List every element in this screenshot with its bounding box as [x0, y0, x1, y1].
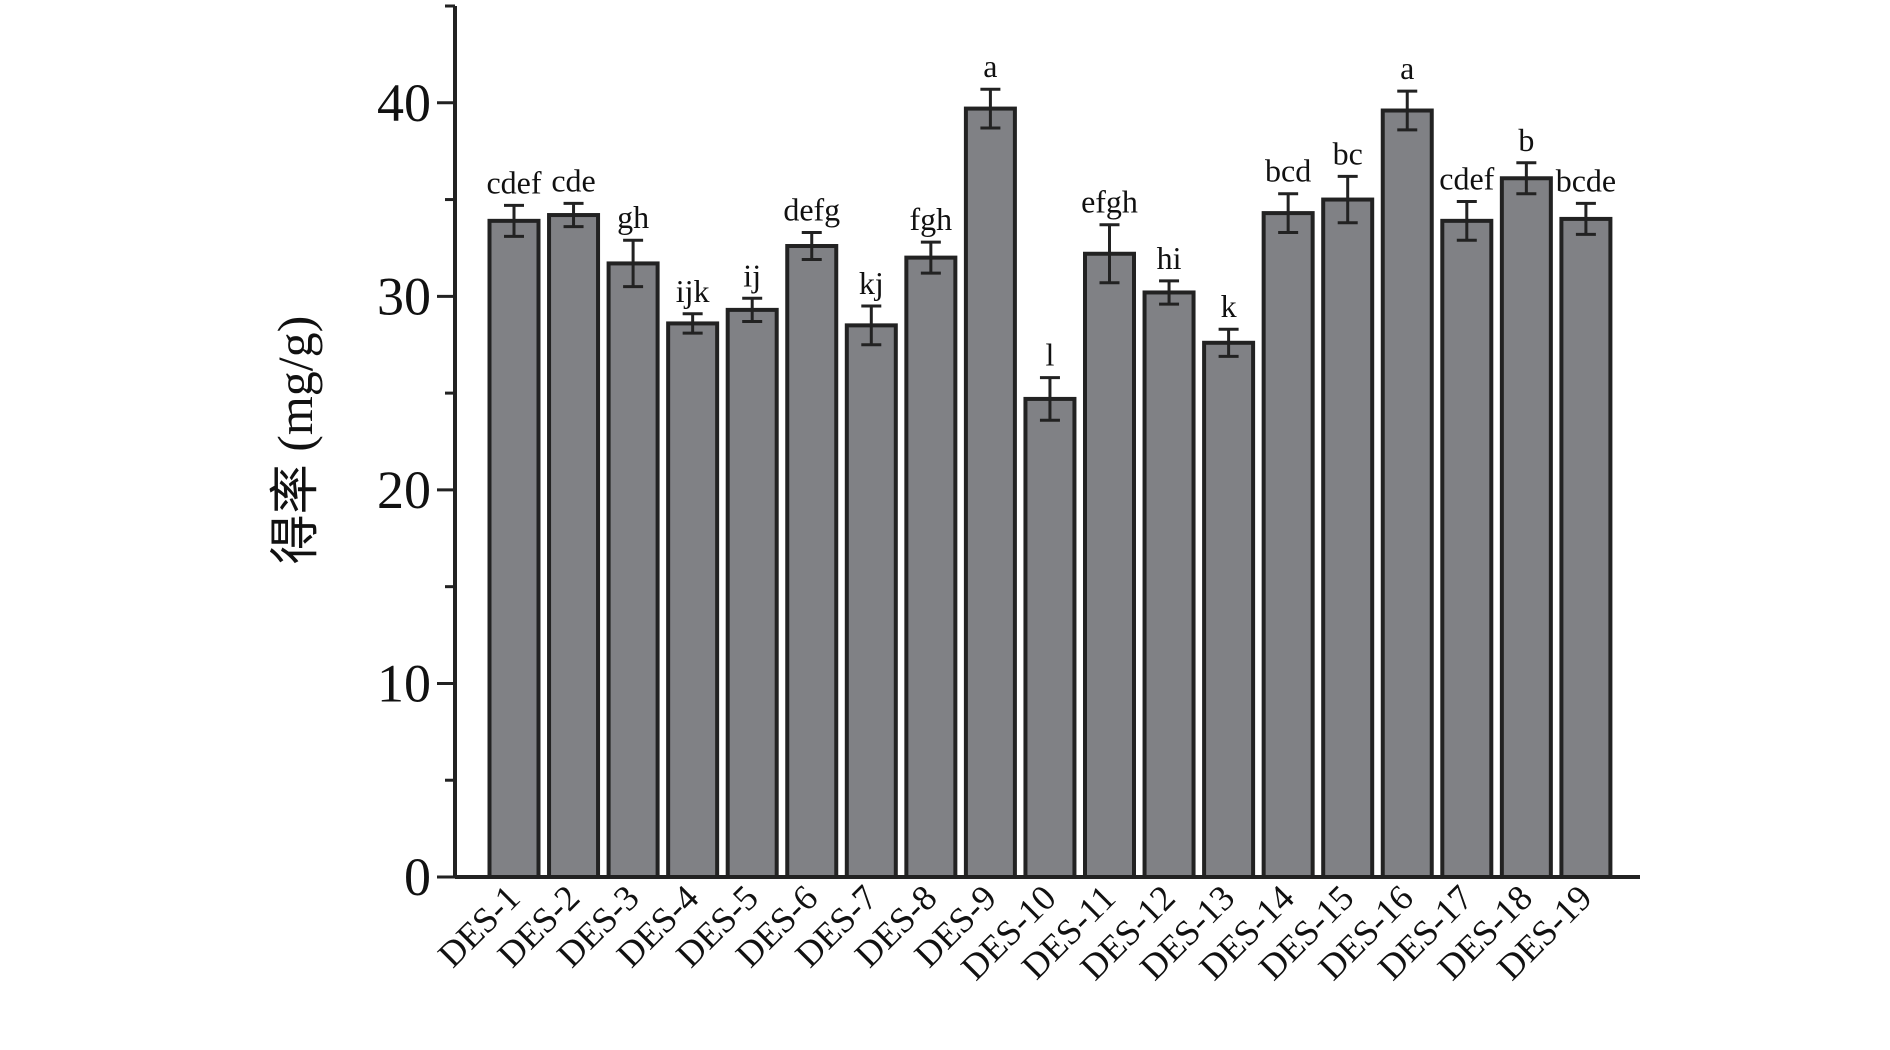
- bar-des-3: [606, 261, 660, 879]
- bar-des-11: [1083, 251, 1136, 880]
- y-tick-label: 10: [377, 653, 431, 713]
- significance-label-des-12: hi: [1157, 240, 1182, 276]
- bar-des-19: [1559, 216, 1613, 879]
- significance-label-des-7: kj: [859, 265, 884, 301]
- y-tick-label: 30: [377, 266, 431, 326]
- bar-des-15: [1321, 197, 1375, 880]
- significance-label-des-13: k: [1221, 288, 1237, 324]
- significance-label-des-14: bcd: [1265, 153, 1311, 189]
- significance-label-des-3: gh: [617, 199, 649, 235]
- significance-label-des-2: cde: [551, 162, 595, 198]
- bar-des-12: [1142, 290, 1196, 879]
- bar-des-7: [844, 323, 898, 880]
- significance-label-des-8: fgh: [910, 201, 953, 237]
- bar-des-6: [785, 244, 839, 879]
- y-tick-label: 40: [377, 73, 431, 133]
- bar-des-18: [1499, 176, 1553, 879]
- bar-des-13: [1202, 340, 1256, 879]
- bar-des-9: [963, 106, 1017, 879]
- significance-label-des-16: a: [1400, 50, 1414, 86]
- bar-des-17: [1440, 218, 1494, 879]
- bar-des-16: [1380, 108, 1434, 879]
- y-tick-label: 20: [377, 460, 431, 520]
- significance-label-des-9: a: [983, 48, 997, 84]
- bar-des-4: [666, 321, 720, 880]
- significance-label-des-18: b: [1518, 122, 1534, 158]
- bar-des-10: [1023, 396, 1077, 879]
- significance-label-des-15: bc: [1333, 135, 1363, 171]
- bar-des-1: [487, 218, 541, 879]
- bar-des-5: [725, 307, 779, 880]
- bar-des-14: [1261, 211, 1315, 880]
- y-axis-title: 得率 (mg/g): [267, 316, 323, 565]
- bar-des-2: [547, 213, 601, 880]
- significance-label-des-11: efgh: [1081, 184, 1138, 220]
- significance-label-des-6: defg: [783, 191, 840, 227]
- bar-des-8: [904, 255, 958, 880]
- y-tick-label: 0: [404, 847, 431, 907]
- significance-label-des-5: ij: [743, 257, 761, 293]
- significance-label-des-1: cdef: [486, 164, 541, 200]
- significance-label-des-17: cdef: [1439, 160, 1494, 196]
- significance-label-des-4: ijk: [676, 273, 710, 309]
- bars: [487, 87, 1613, 880]
- significance-label-des-19: bcde: [1556, 162, 1616, 198]
- significance-label-des-10: l: [1046, 337, 1055, 373]
